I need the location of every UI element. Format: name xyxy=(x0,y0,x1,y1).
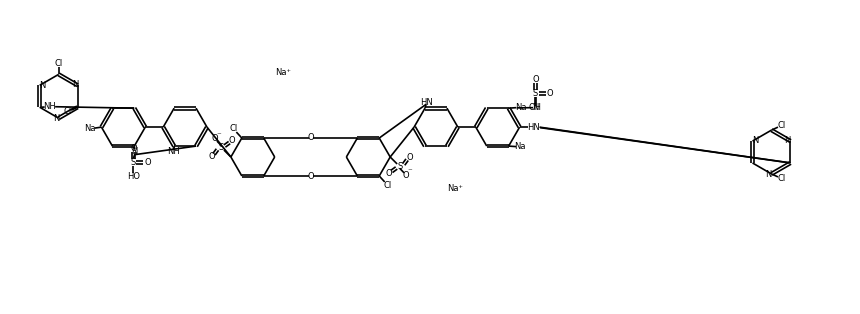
Text: O: O xyxy=(307,172,314,181)
Text: S: S xyxy=(131,158,136,167)
Text: O: O xyxy=(130,144,137,153)
Text: HN: HN xyxy=(420,98,433,107)
Text: Na: Na xyxy=(84,124,95,133)
Text: O: O xyxy=(532,75,539,84)
Text: Cl: Cl xyxy=(777,121,786,130)
Text: O: O xyxy=(229,136,235,145)
Text: N: N xyxy=(71,80,78,89)
Text: OH: OH xyxy=(529,103,542,112)
Text: ⁻: ⁻ xyxy=(216,132,221,141)
Text: O: O xyxy=(208,152,215,161)
Text: Cl: Cl xyxy=(63,107,71,116)
Text: Na⁺: Na⁺ xyxy=(274,68,291,77)
Text: S: S xyxy=(218,143,224,152)
Text: HO: HO xyxy=(126,172,140,181)
Text: Na⁺: Na⁺ xyxy=(447,184,463,193)
Text: S: S xyxy=(397,162,402,171)
Text: N: N xyxy=(765,170,772,179)
Text: Cl: Cl xyxy=(230,124,237,133)
Text: O: O xyxy=(406,153,413,162)
Text: HN: HN xyxy=(527,123,540,132)
Text: NH: NH xyxy=(167,147,180,156)
Text: O: O xyxy=(212,134,218,143)
Text: Na: Na xyxy=(514,142,525,151)
Text: O: O xyxy=(144,158,151,167)
Text: O: O xyxy=(386,169,392,178)
Text: O: O xyxy=(402,171,409,180)
Text: O: O xyxy=(547,89,553,98)
Text: Cl: Cl xyxy=(54,59,63,68)
Text: Cl: Cl xyxy=(777,174,786,183)
Text: N: N xyxy=(52,114,59,123)
Text: Cl: Cl xyxy=(384,181,392,190)
Text: N: N xyxy=(784,136,790,145)
Text: S: S xyxy=(533,89,538,98)
Text: N: N xyxy=(132,147,138,155)
Text: N: N xyxy=(752,136,759,145)
Text: NH: NH xyxy=(43,102,56,111)
Text: N: N xyxy=(532,103,538,112)
Text: O: O xyxy=(307,133,314,142)
Text: ⁻: ⁻ xyxy=(408,168,412,177)
Text: N: N xyxy=(39,81,46,90)
Text: Na: Na xyxy=(514,103,526,112)
